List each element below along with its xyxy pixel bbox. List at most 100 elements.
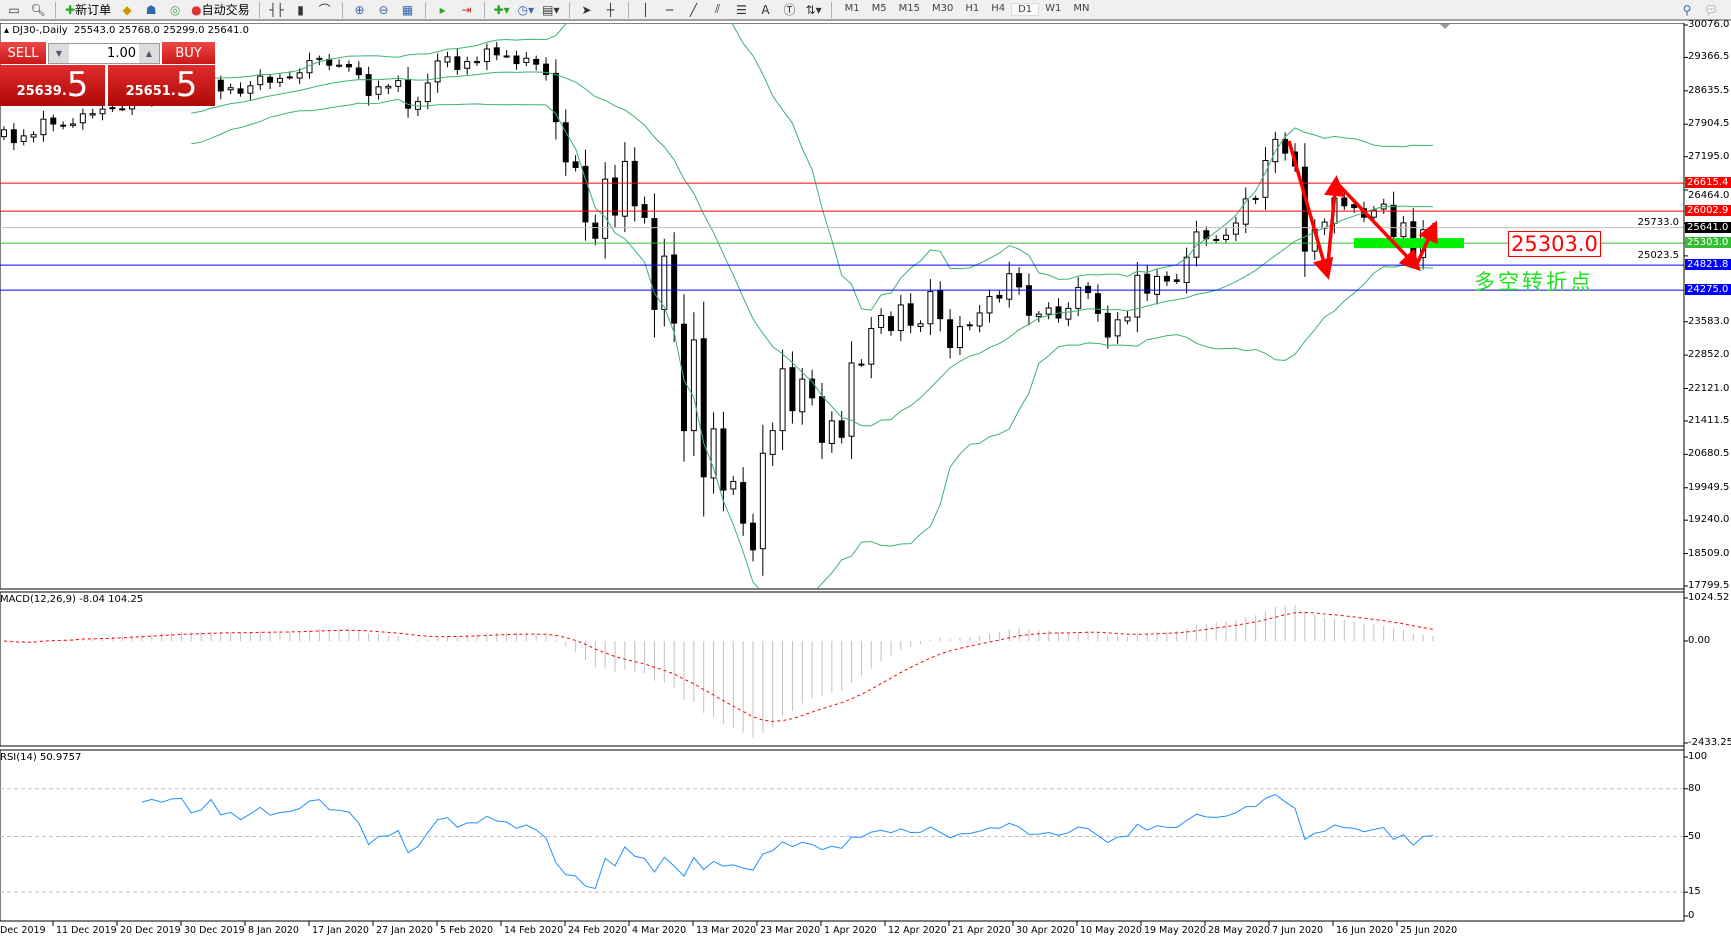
candle-bear: [1341, 197, 1348, 207]
trendline-icon[interactable]: ╱: [689, 2, 698, 17]
wave-arrow: [1334, 180, 1421, 272]
candle-bear: [355, 67, 362, 76]
new-order-button[interactable]: ✚ 新订单: [65, 2, 112, 18]
chart-shift-icon[interactable]: ⇥: [461, 2, 472, 17]
timeframe-mn[interactable]: MN: [1073, 3, 1090, 14]
chat-icon[interactable]: 💬︎: [1703, 2, 1719, 17]
divider: [830, 1, 832, 18]
sell-price-button[interactable]: 25639. 5: [0, 65, 105, 106]
tile-windows-icon[interactable]: ▦: [401, 2, 414, 17]
chart-title: ▴ DJ30-,Daily 25543.0 25768.0 25299.0 25…: [4, 25, 249, 36]
horizontal-line-icon[interactable]: ─: [665, 2, 674, 17]
candle-bull: [710, 428, 717, 479]
candle-bull: [769, 430, 776, 455]
metaeditor-icon[interactable]: ◆: [122, 2, 132, 17]
text-label-icon[interactable]: Ⓣ: [783, 3, 796, 17]
level-label: 24821.8: [1685, 259, 1731, 271]
candle-bear: [1282, 138, 1289, 154]
candle-bull: [1262, 160, 1269, 198]
candle-bull: [759, 452, 766, 550]
date-label: 13 Mar 2020: [696, 925, 757, 936]
candle-bear: [1094, 293, 1101, 314]
candle-bear: [1104, 312, 1111, 338]
macd-label: MACD(12,26,9) -8.04 104.25: [0, 594, 144, 605]
candle-bull: [385, 85, 392, 89]
candle-bull: [296, 72, 303, 79]
candle-bull: [1370, 209, 1377, 218]
candle-bear: [454, 56, 461, 70]
zoom-in-icon[interactable]: ⊕: [354, 2, 365, 17]
candlestick-icon[interactable]: ▮: [297, 2, 304, 17]
price-tick-label: 22121.0: [1688, 382, 1730, 394]
candle-bull: [316, 57, 323, 60]
bar-chart-icon[interactable]: ┤├: [269, 2, 284, 17]
plus-icon: ✚: [65, 2, 76, 17]
price-tick-label: 18509.0: [1688, 547, 1730, 559]
macd-tick-label: 0.00: [1688, 634, 1711, 646]
lot-increase-button[interactable]: ▲: [139, 44, 159, 63]
timeframe-m1[interactable]: M1: [844, 3, 860, 14]
candle-bear: [10, 129, 17, 144]
candle-bear: [1390, 204, 1397, 238]
crosshair-icon[interactable]: ┼: [606, 2, 615, 17]
zoom-view-icon[interactable]: 🔍︎: [30, 2, 46, 17]
timeframe-m5[interactable]: M5: [871, 3, 887, 14]
timeframe-m15[interactable]: M15: [898, 3, 920, 14]
auto-scroll-icon[interactable]: ▸: [439, 2, 446, 17]
market-icon[interactable]: ◎: [169, 2, 181, 17]
pivot-price-label: 25303.0: [1508, 231, 1601, 257]
price-tick-label: 19240.0: [1688, 514, 1730, 526]
candle-bull: [375, 86, 382, 95]
rsi-tick-label: 0: [1688, 910, 1695, 921]
auto-trading-button[interactable]: ● 自动交易: [191, 2, 250, 18]
templates-icon[interactable]: ▤▾: [542, 2, 560, 17]
candle-bull: [227, 87, 234, 91]
date-label: 4 Mar 2020: [632, 925, 687, 936]
search-icon[interactable]: ⚲: [1682, 2, 1692, 17]
chart-window[interactable]: [0, 23, 1731, 942]
buy-price-button[interactable]: 25651. 5: [108, 65, 215, 106]
candle-bull: [1134, 274, 1141, 318]
arrows-icon[interactable]: ⇅▾: [805, 2, 822, 17]
candle-bull: [99, 108, 106, 115]
candle-bear: [1016, 273, 1023, 288]
lot-size-input[interactable]: 1.00: [107, 46, 136, 61]
zoom-out-icon[interactable]: ⊖: [378, 2, 389, 17]
signals-icon[interactable]: ☗: [145, 2, 157, 17]
timeframe-w1[interactable]: W1: [1045, 3, 1062, 14]
price-tick-label: 20680.5: [1688, 448, 1730, 460]
sell-button[interactable]: SELL: [0, 42, 46, 64]
cursor-icon[interactable]: ➤: [581, 2, 592, 17]
candle-bear: [937, 289, 944, 320]
divider: [424, 1, 426, 18]
lot-decrease-button[interactable]: ▼: [49, 44, 69, 63]
candle-bull: [1035, 313, 1042, 317]
candle-bear: [592, 222, 599, 239]
macd-tick-label: 1024.52: [1688, 592, 1730, 603]
indicators-icon[interactable]: ✚▾: [493, 2, 510, 17]
candle-bull: [1252, 197, 1259, 200]
candle-bull: [89, 113, 96, 116]
timeframe-h4[interactable]: H4: [991, 3, 1006, 14]
timeframe-d1[interactable]: D1: [1011, 3, 1040, 16]
wave-arrow: [1324, 175, 1346, 274]
text-icon[interactable]: A: [761, 2, 770, 17]
timeframe-h1[interactable]: H1: [965, 3, 980, 14]
new-chart-icon[interactable]: ▭: [8, 2, 20, 17]
vertical-line-icon[interactable]: │: [641, 2, 650, 17]
candle-bull: [30, 134, 37, 138]
periods-icon[interactable]: ◷▾: [517, 2, 535, 17]
buy-button[interactable]: BUY: [162, 42, 215, 64]
candle-bear: [267, 76, 274, 83]
channel-icon[interactable]: ⫽: [714, 2, 721, 16]
candle-bear: [572, 161, 579, 169]
line-chart-icon[interactable]: ⌒: [318, 3, 331, 17]
candle-bull: [40, 118, 47, 136]
candle-bull: [621, 160, 628, 217]
ohlc-readout: 25543.0 25768.0 25299.0 25641.0: [74, 25, 249, 36]
candle-bear: [513, 55, 520, 65]
candle-bull: [730, 480, 737, 490]
collapse-icon: ▴: [4, 25, 13, 36]
fibonacci-icon[interactable]: ☰: [736, 2, 747, 17]
timeframe-m30[interactable]: M30: [931, 3, 954, 14]
